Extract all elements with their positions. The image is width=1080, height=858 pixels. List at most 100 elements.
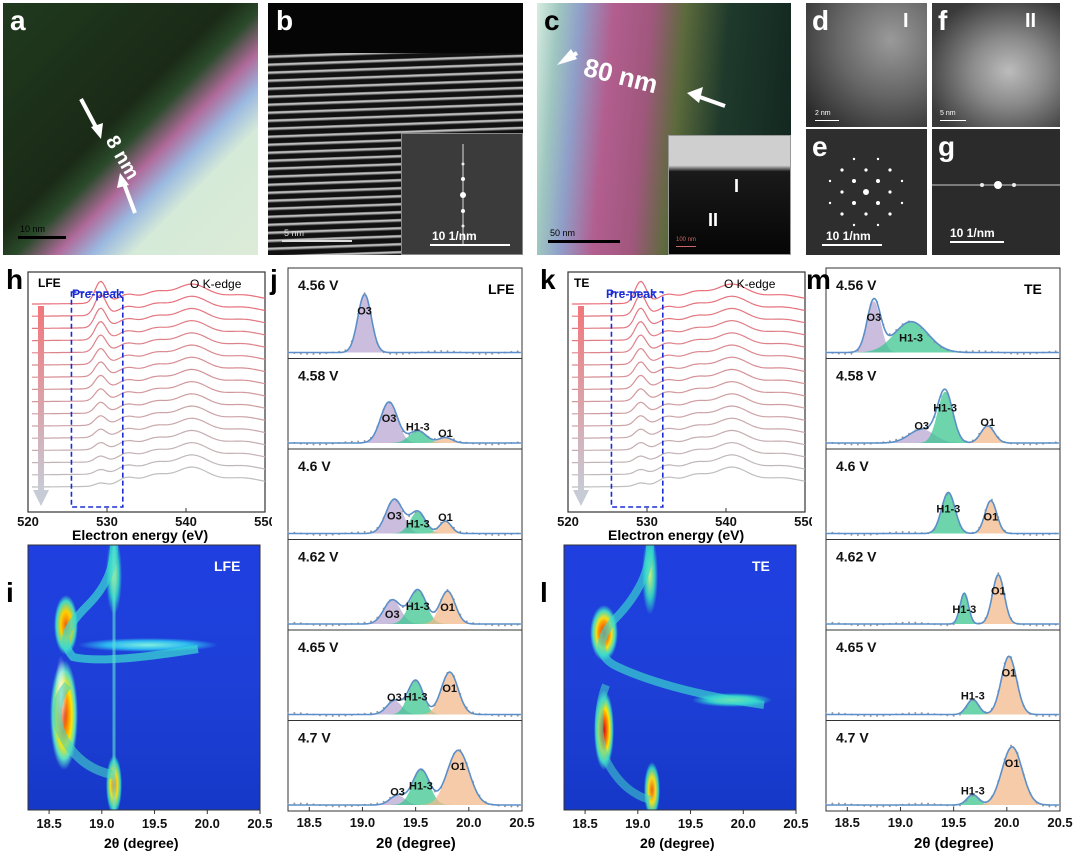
fit-row-frame — [287, 358, 523, 450]
panel-d-region: I — [903, 10, 909, 32]
data-point — [408, 515, 411, 518]
panel-h-edge: O K-edge — [190, 277, 242, 291]
data-point — [952, 714, 955, 717]
panel-h-letter: h — [6, 264, 24, 295]
fit-component-o3 — [288, 499, 522, 534]
panel-l-sample: TE — [752, 558, 770, 574]
panel-j-letter: j — [270, 264, 278, 295]
data-point — [1042, 715, 1044, 717]
eels-spectrum — [571, 441, 806, 464]
panel-b-scalebar — [282, 240, 352, 242]
data-point — [504, 715, 506, 717]
fit-xtick-label: 19.5 — [941, 815, 966, 830]
eels-xtick-label: 520 — [17, 514, 39, 529]
panel-b-letter: b — [276, 5, 294, 36]
data-point — [1042, 624, 1044, 627]
fit-envelope — [826, 491, 1059, 535]
fit-envelope — [826, 745, 1059, 806]
panel-g-scalebar — [950, 241, 1004, 243]
data-point — [850, 443, 853, 446]
data-point — [504, 624, 506, 627]
voltage-label: 4.65 V — [836, 639, 877, 655]
eels-spectrum — [571, 319, 806, 342]
eels-spectrum — [571, 454, 806, 476]
data-point — [1054, 805, 1057, 808]
panel-e-scale-label: 10 1/nm — [826, 229, 871, 243]
fit-envelope — [288, 401, 521, 444]
panel-k-edge: O K-edge — [724, 277, 776, 291]
eels-spectrum — [31, 332, 266, 354]
eels-xtick-label: 540 — [175, 514, 197, 529]
panel-b-fft-inset — [401, 133, 523, 255]
peak-label-o1: O1 — [440, 602, 455, 614]
fit-row-frame — [287, 267, 523, 359]
data-point — [1035, 624, 1038, 627]
data-point — [831, 712, 834, 714]
peak-label-o3: O3 — [387, 510, 402, 522]
data-point — [825, 621, 827, 624]
panel-j-xlabel: 2θ (degree) — [376, 835, 456, 852]
data-point — [318, 534, 321, 536]
eels-spectrum — [31, 356, 266, 378]
panel-k-letter: k — [540, 264, 556, 295]
voltage-label: 4.62 V — [836, 549, 877, 565]
panel-k-box-label: Pre-peak — [606, 287, 657, 301]
voltage-label: 4.56 V — [298, 277, 339, 293]
voltage-arrow — [38, 306, 44, 492]
panel-m-letter: m — [806, 264, 831, 295]
data-point — [908, 531, 910, 534]
peak-label-o1: O1 — [1002, 667, 1017, 679]
data-point — [863, 534, 866, 536]
data-point — [1035, 534, 1038, 536]
heatmap-xtick-label: 20.0 — [731, 816, 756, 831]
fit-xtick-label: 19.5 — [403, 815, 428, 830]
panel-k-sample: TE — [574, 276, 590, 290]
panel-h-box-label: Pre-peak — [72, 287, 123, 301]
fit-xtick-label: 19.0 — [350, 815, 375, 830]
panel-d-image — [806, 3, 927, 127]
data-point — [338, 714, 341, 717]
heatmap-xtick-label: 19.0 — [625, 816, 650, 831]
data-point — [869, 715, 872, 717]
heatmap-xtick-label: 19.5 — [142, 816, 167, 831]
voltage-label: 4.58 V — [836, 368, 877, 384]
panel-g-image — [932, 129, 1060, 255]
peak-label-o1: O1 — [451, 761, 466, 773]
data-point — [370, 620, 372, 623]
fit-component-o1 — [826, 746, 1060, 805]
panel-i-letter: i — [6, 577, 14, 608]
panel-m-xlabel: 2θ (degree) — [914, 835, 994, 852]
data-point — [971, 350, 974, 353]
voltage-label: 4.58 V — [298, 368, 339, 384]
data-point — [978, 350, 981, 352]
data-point — [401, 352, 404, 355]
panel-e-letter: e — [812, 131, 828, 162]
data-point — [484, 443, 487, 446]
data-point — [363, 530, 366, 533]
heatmap-xtick-label: 19.0 — [89, 816, 114, 831]
data-point — [510, 805, 513, 808]
panel-c-letter: c — [544, 5, 560, 36]
panel-d-letter: d — [812, 5, 830, 36]
data-point — [863, 624, 866, 627]
panel-l-features — [595, 545, 765, 804]
panel-e-scalebar — [822, 244, 882, 246]
voltage-arrowhead — [33, 490, 49, 506]
data-point — [312, 353, 315, 355]
data-point — [357, 440, 360, 443]
eels-spectrum — [31, 393, 266, 415]
panel-f-scalebar — [940, 120, 966, 121]
data-point — [825, 712, 827, 715]
eels-spectrum — [31, 429, 266, 451]
fit-component-o1 — [288, 750, 522, 805]
data-point — [433, 350, 436, 353]
panel-b-scale-label: 5 nm — [284, 228, 305, 238]
fit-component-h1-3 — [288, 430, 522, 443]
voltage-label: 4.6 V — [836, 458, 869, 474]
data-point — [888, 333, 891, 336]
fit-component-h1-3 — [288, 680, 522, 715]
data-point — [1016, 352, 1019, 355]
data-point — [831, 802, 834, 805]
panel-b-fft-scale-label: 10 1/nm — [432, 229, 477, 243]
eels-xtick-label: 530 — [96, 514, 118, 529]
